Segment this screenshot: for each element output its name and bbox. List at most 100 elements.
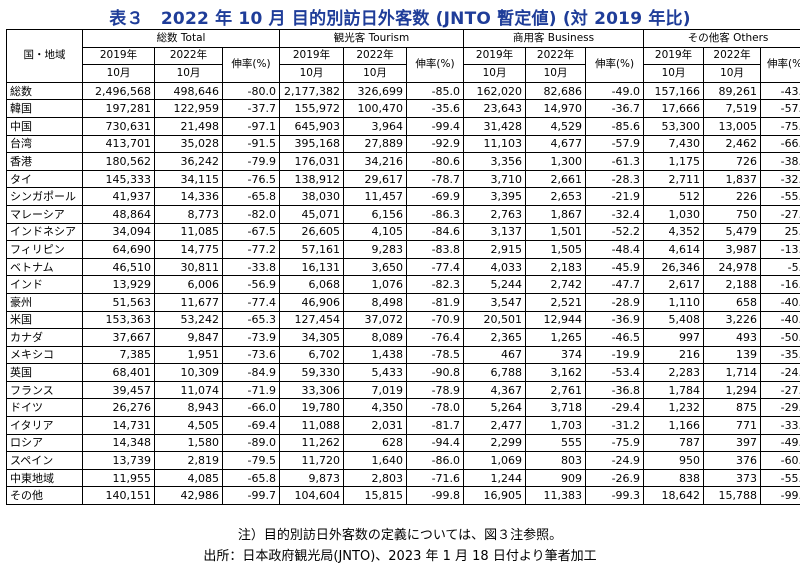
growth-rate-cell: -46.5 [585,328,645,347]
growth-rate-cell: -48.4 [585,240,645,259]
value-2019-cell: 38,030 [279,187,344,206]
value-2022-cell: 11,677 [154,292,223,312]
value-2019-cell: 26,276 [82,398,155,418]
growth-rate-cell: -83.8 [405,240,465,259]
value-2019-cell: 1,784 [643,380,705,400]
growth-rate-cell: -29.0 [760,398,800,418]
value-2022-cell: 498,646 [154,81,223,101]
value-2022-cell: 628 [343,433,407,453]
value-2022-cell: 373 [703,468,762,488]
value-2019-cell: 11,955 [82,468,155,488]
value-2019-cell: 1,232 [643,398,705,418]
table-row: 米国 153,363 53,242 -65.3 127,454 37,072 -70.9 20… [6,310,800,330]
value-2019-cell: 11,720 [279,451,344,470]
growth-rate-cell: -91.5 [222,134,280,154]
growth-rate-cell: 25.9 [760,222,800,242]
value-2019-cell: 5,264 [463,398,527,418]
growth-rate-cell: -90.8 [405,363,465,382]
value-2019-cell: 48,864 [82,204,155,224]
growth-rate-cell: -70.9 [405,310,465,330]
value-2022-cell: 14,336 [154,187,223,206]
growth-rate-cell: -97.1 [222,116,280,136]
value-2022-cell: 14,970 [525,99,587,118]
value-2019-cell: 45,071 [279,204,344,224]
value-2019-cell: 4,033 [463,257,527,277]
value-2022-cell: 89,261 [703,81,762,101]
table-row: スペイン 13,739 2,819 -79.5 11,720 1,640 -86.0 1,06… [6,451,800,470]
growth-rate-cell: -26.9 [585,468,645,488]
value-2019-cell: 138,912 [279,169,344,189]
growth-rate-cell: -84.6 [405,222,465,242]
value-2019-cell: 57,161 [279,240,344,259]
value-2022-cell: 771 [703,416,762,435]
header-month: 10月 [525,64,587,83]
value-2019-cell: 68,401 [82,363,155,382]
value-2022-cell: 875 [703,398,762,418]
value-2022-cell: 555 [525,433,587,453]
table-row: ベトナム 46,510 30,811 -33.8 16,131 3,650 -77.4 4,0… [6,257,800,277]
table-row: タイ 145,333 34,115 -76.5 138,912 29,617 -78.7 3,… [6,169,800,189]
value-2019-cell: 46,510 [82,257,155,277]
header-month: 10月 [343,64,407,83]
value-2022-cell: 326,699 [343,81,407,101]
region-name: ベトナム [6,257,83,277]
value-2019-cell: 37,667 [82,328,155,347]
value-2022-cell: 9,847 [154,328,223,347]
value-2019-cell: 162,020 [463,81,527,101]
value-2019-cell: 14,731 [82,416,155,435]
value-2019-cell: 4,352 [643,222,705,242]
growth-rate-cell: -77.4 [405,257,465,277]
value-2019-cell: 2,617 [643,275,705,294]
value-2022-cell: 9,283 [343,240,407,259]
header-month: 10月 [154,64,223,83]
value-2022-cell: 11,457 [343,187,407,206]
value-2022-cell: 1,951 [154,345,223,365]
growth-rate-cell: -32.4 [585,204,645,224]
region-name: 香港 [6,152,83,171]
growth-rate-cell: -53.4 [585,363,645,382]
value-2019-cell: 512 [643,187,705,206]
growth-rate-cell: -5.2 [760,257,800,277]
growth-rate-cell: -33.8 [222,257,280,277]
value-2019-cell: 26,346 [643,257,705,277]
table-row: メキシコ 7,385 1,951 -73.6 6,702 1,438 -78.5 467 374… [6,345,800,365]
growth-rate-cell: -27.5 [760,380,800,400]
header-year-2022: 2022年 [154,46,223,66]
value-2019-cell: 1,110 [643,292,705,312]
header-region: 国・地域 [6,29,83,83]
growth-rate-cell: -65.3 [222,310,280,330]
growth-rate-cell: -75.6 [760,116,800,136]
header-year-2019: 2019年 [279,46,344,66]
growth-rate-cell: -78.0 [405,398,465,418]
value-2019-cell: 20,501 [463,310,527,330]
value-2019-cell: 31,428 [463,116,527,136]
value-2022-cell: 11,074 [154,380,223,400]
growth-rate-cell: -73.9 [222,328,280,347]
value-2019-cell: 2,177,382 [279,81,344,101]
visitor-table: 国・地域 総数 Total 観光客 Tourism 商用客 Business そ… [6,29,800,506]
value-2019-cell: 7,385 [82,345,155,365]
value-2022-cell: 30,811 [154,257,223,277]
growth-rate-cell: -82.0 [222,204,280,224]
value-2019-cell: 5,408 [643,310,705,330]
value-2022-cell: 6,006 [154,275,223,294]
value-2022-cell: 12,944 [525,310,587,330]
growth-rate-cell: -29.4 [585,398,645,418]
growth-rate-cell: -55.9 [760,187,800,206]
value-2022-cell: 1,294 [703,380,762,400]
growth-rate-cell: -81.9 [405,292,465,312]
definition-note: 注）目的別訪日外客数の定義については、図３注参照。 [237,528,563,543]
value-2022-cell: 4,350 [343,398,407,418]
header-year-2022: 2022年 [343,46,407,66]
growth-rate-cell: -67.5 [222,222,280,242]
value-2022-cell: 1,300 [525,152,587,171]
value-2019-cell: 51,563 [82,292,155,312]
value-2022-cell: 2,819 [154,451,223,470]
value-2019-cell: 16,131 [279,257,344,277]
value-2022-cell: 122,959 [154,99,223,118]
growth-rate-cell: -49.0 [585,81,645,101]
growth-rate-cell: -56.9 [222,275,280,294]
value-2022-cell: 726 [703,152,762,171]
growth-rate-cell: -78.5 [405,345,465,365]
value-2019-cell: 13,929 [82,275,155,294]
